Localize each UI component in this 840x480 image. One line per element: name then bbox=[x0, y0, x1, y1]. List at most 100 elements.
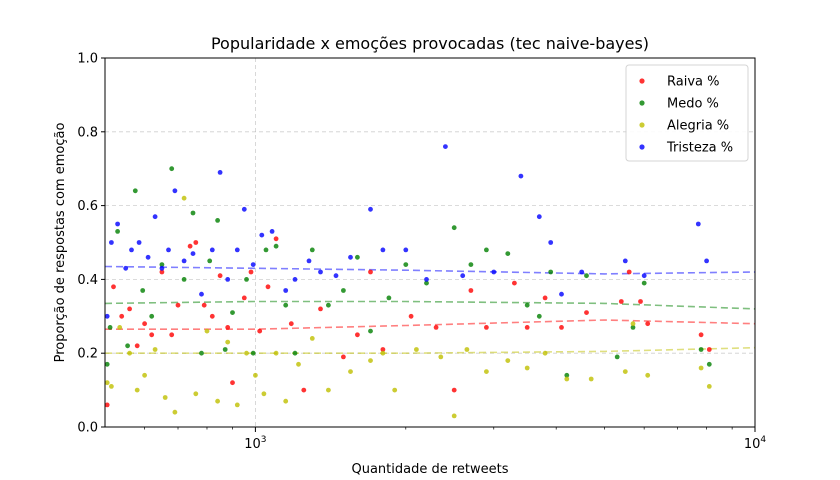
data-point bbox=[505, 358, 511, 363]
data-point bbox=[127, 350, 132, 356]
data-point bbox=[414, 347, 419, 352]
data-point bbox=[248, 269, 254, 275]
data-point bbox=[559, 325, 564, 330]
y-axis-label: Proporção de respostas com emoção bbox=[53, 123, 68, 363]
data-point bbox=[584, 310, 589, 315]
data-point bbox=[424, 280, 429, 286]
data-point bbox=[392, 387, 398, 393]
data-point bbox=[326, 302, 331, 308]
data-point bbox=[438, 354, 444, 360]
data-point bbox=[706, 361, 712, 367]
data-point bbox=[704, 258, 709, 264]
data-point bbox=[169, 332, 175, 338]
data-point bbox=[424, 277, 429, 282]
data-point bbox=[433, 325, 439, 330]
data-point bbox=[622, 258, 628, 264]
x-tick-label: 103 bbox=[244, 435, 266, 452]
data-point bbox=[269, 229, 275, 234]
data-point bbox=[149, 332, 155, 338]
data-point bbox=[273, 243, 279, 249]
data-point bbox=[190, 251, 196, 256]
data-point bbox=[134, 343, 140, 349]
data-point bbox=[241, 295, 247, 301]
data-point bbox=[129, 247, 134, 253]
data-point bbox=[123, 265, 129, 271]
data-point bbox=[559, 291, 564, 297]
data-point bbox=[217, 170, 223, 175]
data-point bbox=[641, 273, 647, 279]
data-point bbox=[403, 247, 409, 253]
data-point bbox=[104, 361, 110, 367]
y-tick-label: 0.0 bbox=[77, 421, 98, 436]
data-point bbox=[464, 347, 470, 352]
data-point bbox=[309, 336, 315, 341]
data-point bbox=[403, 262, 409, 267]
data-point bbox=[645, 372, 651, 378]
x-tick-label-base: 10 bbox=[244, 437, 261, 452]
data-point bbox=[136, 240, 142, 245]
data-point bbox=[306, 258, 312, 264]
data-point bbox=[283, 302, 289, 308]
data-point bbox=[199, 291, 204, 297]
x-tick-label-exponent: 4 bbox=[760, 435, 766, 445]
data-point bbox=[638, 299, 643, 304]
data-point bbox=[152, 347, 158, 352]
y-tick-label: 0.2 bbox=[77, 347, 98, 362]
data-point bbox=[348, 369, 353, 374]
data-point bbox=[273, 236, 279, 242]
data-point bbox=[159, 265, 165, 271]
data-point bbox=[288, 321, 294, 327]
data-point bbox=[111, 284, 116, 290]
y-tick-label: 0.8 bbox=[77, 125, 98, 140]
data-point bbox=[368, 358, 373, 363]
data-point bbox=[292, 350, 298, 356]
x-axis-label: Quantidade de retweets bbox=[351, 462, 508, 477]
data-point bbox=[368, 206, 373, 212]
data-point bbox=[341, 354, 346, 360]
data-point bbox=[104, 380, 110, 386]
x-tick-label-exponent: 3 bbox=[261, 435, 267, 445]
data-point bbox=[579, 269, 585, 275]
data-point bbox=[250, 262, 256, 267]
data-point bbox=[149, 313, 155, 319]
data-point bbox=[230, 310, 235, 315]
trend-line bbox=[104, 265, 756, 275]
data-point bbox=[142, 372, 148, 378]
data-point bbox=[355, 254, 360, 260]
data-point bbox=[193, 391, 199, 397]
data-point bbox=[564, 372, 570, 378]
data-point bbox=[451, 413, 457, 419]
data-point bbox=[283, 398, 289, 404]
trend-lines bbox=[104, 265, 756, 355]
data-point bbox=[190, 210, 196, 216]
data-point bbox=[107, 325, 113, 330]
legend-label: Medo % bbox=[667, 97, 719, 112]
data-point bbox=[484, 247, 489, 253]
data-point bbox=[234, 402, 240, 408]
data-point bbox=[443, 144, 448, 150]
data-point bbox=[109, 240, 114, 245]
data-point bbox=[201, 302, 207, 308]
data-point bbox=[283, 288, 289, 293]
data-point bbox=[622, 369, 628, 374]
data-point bbox=[318, 306, 323, 312]
data-point bbox=[326, 387, 331, 393]
data-point bbox=[468, 288, 474, 293]
data-point bbox=[132, 188, 138, 194]
data-point bbox=[261, 391, 267, 397]
data-point bbox=[512, 280, 517, 286]
data-point bbox=[505, 251, 511, 256]
data-point bbox=[386, 295, 392, 301]
data-point bbox=[348, 254, 353, 260]
data-point bbox=[244, 277, 249, 282]
data-point bbox=[241, 206, 247, 212]
data-point bbox=[117, 325, 123, 330]
legend-label: Alegria % bbox=[667, 119, 729, 134]
data-point bbox=[115, 229, 120, 234]
data-point bbox=[408, 313, 414, 319]
data-point bbox=[152, 214, 158, 220]
data-points bbox=[104, 144, 712, 419]
data-point bbox=[115, 221, 120, 227]
trend-line bbox=[105, 346, 756, 355]
